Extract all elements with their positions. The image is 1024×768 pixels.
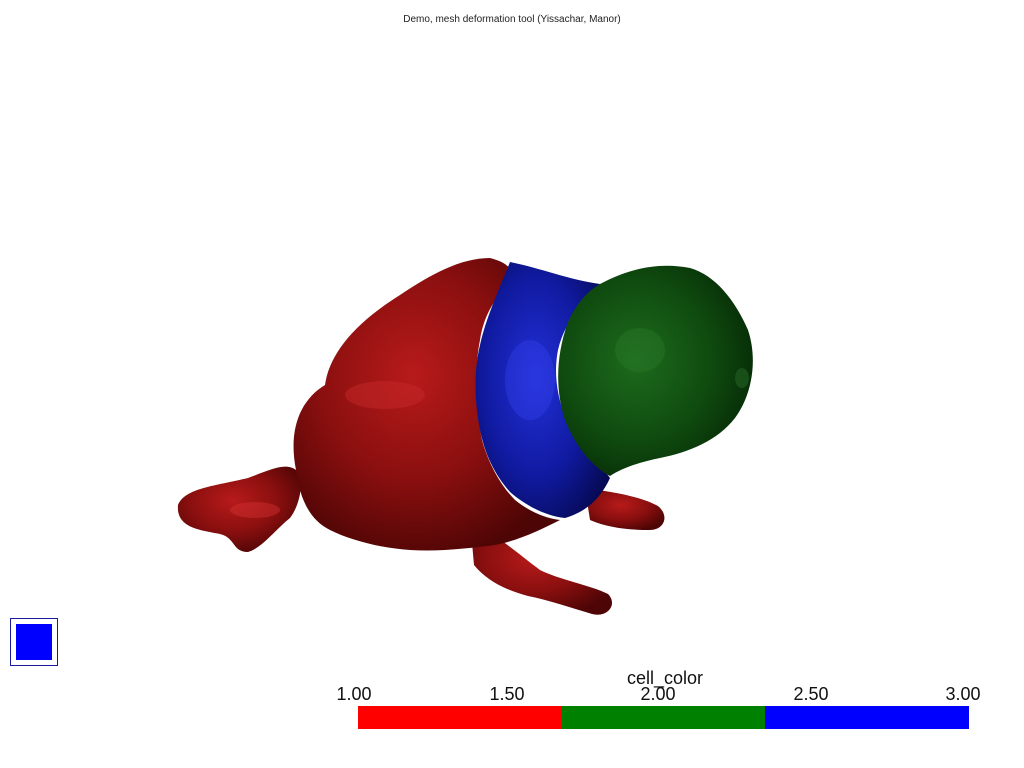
scalar-bar-segment xyxy=(561,706,766,729)
frog-mesh[interactable] xyxy=(177,258,753,615)
mesh-region-body xyxy=(177,466,301,552)
scalar-bar-tick: 2.50 xyxy=(793,684,829,704)
scalar-bar-title: cell_color xyxy=(626,668,704,688)
scalar-bar-tick: 1.00 xyxy=(336,684,372,704)
toggle-fill xyxy=(16,624,52,660)
mesh-region-body xyxy=(585,488,665,530)
scalar-bar-tick: 2.00 xyxy=(640,684,676,704)
scalar-bar-tick: 1.50 xyxy=(489,684,525,704)
mesh-region-head xyxy=(558,265,753,476)
scalar-bar-segment xyxy=(358,706,562,729)
scalar-bar-tick: 3.00 xyxy=(945,684,981,704)
scalar-bar-gradient xyxy=(358,706,970,729)
scalar-bar-segment xyxy=(765,706,970,729)
toggle-checkbox[interactable] xyxy=(10,618,58,666)
mesh-region-body xyxy=(470,520,613,615)
mesh-region-neck xyxy=(475,262,610,518)
window-title: Demo, mesh deformation tool (Yissachar, … xyxy=(403,14,621,25)
mesh-region-body xyxy=(293,258,560,551)
